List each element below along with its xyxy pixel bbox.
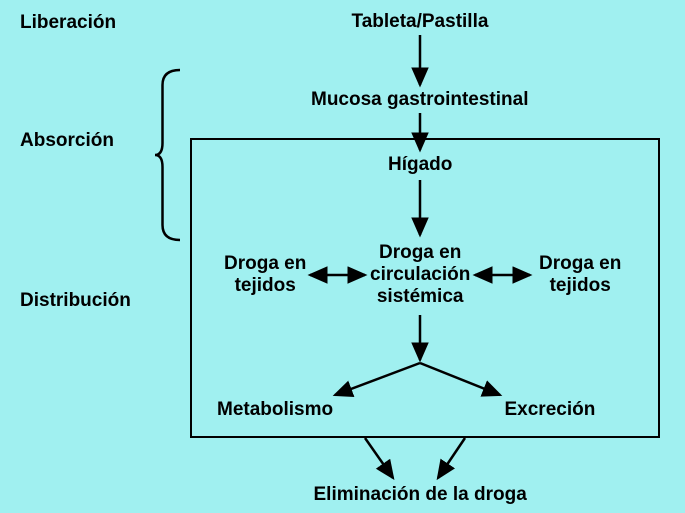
label-liberacion: Liberación: [20, 12, 116, 34]
node-tableta: Tableta/Pastilla: [352, 11, 489, 33]
arrow-metab-to-elim: [365, 438, 393, 478]
node-mucosa: Mucosa gastrointestinal: [311, 89, 529, 111]
diagram-canvas: Liberación Absorción Distribución Tablet…: [0, 0, 685, 513]
arrow-excr-to-elim: [438, 438, 465, 478]
brace: [155, 70, 180, 240]
label-distribucion: Distribución: [20, 290, 131, 312]
label-absorcion: Absorción: [20, 130, 114, 152]
node-eliminacion: Eliminación de la droga: [314, 484, 527, 506]
system-box: [190, 138, 660, 438]
